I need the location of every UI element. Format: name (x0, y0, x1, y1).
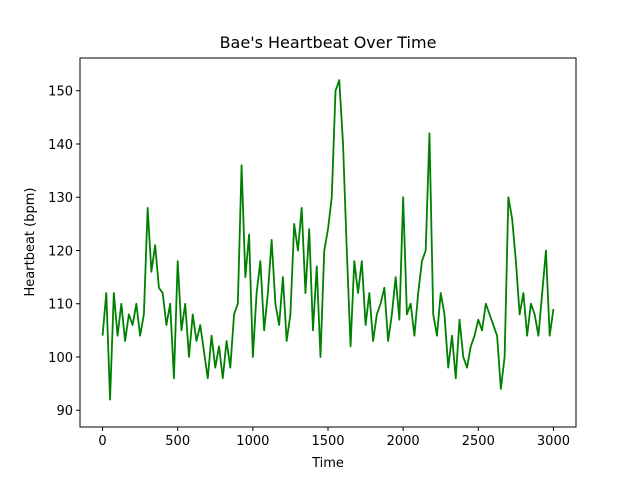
y-tick-label: 90 (56, 404, 73, 419)
y-tick-label: 140 (48, 138, 73, 153)
x-tick-label: 0 (98, 434, 106, 449)
x-tick-label: 2000 (387, 434, 420, 449)
data-line (101, 79, 555, 401)
x-tick-label: 1000 (236, 434, 269, 449)
x-tick-label: 3000 (537, 434, 570, 449)
x-axis-label: Time (311, 456, 344, 471)
y-tick-label: 130 (48, 191, 73, 206)
plot-frame (79, 57, 577, 428)
y-tick-label: 120 (48, 244, 73, 259)
x-tick-label: 1500 (311, 434, 344, 449)
x-tick-label: 500 (165, 434, 190, 449)
x-tick-label: 2500 (462, 434, 495, 449)
y-tick-label: 100 (48, 351, 73, 366)
y-tick-label: 110 (48, 298, 73, 313)
chart-title: Bae's Heartbeat Over Time (220, 33, 437, 52)
y-tick-label: 150 (48, 85, 73, 100)
y-axis-label: Heartbeat (bpm) (23, 188, 38, 297)
